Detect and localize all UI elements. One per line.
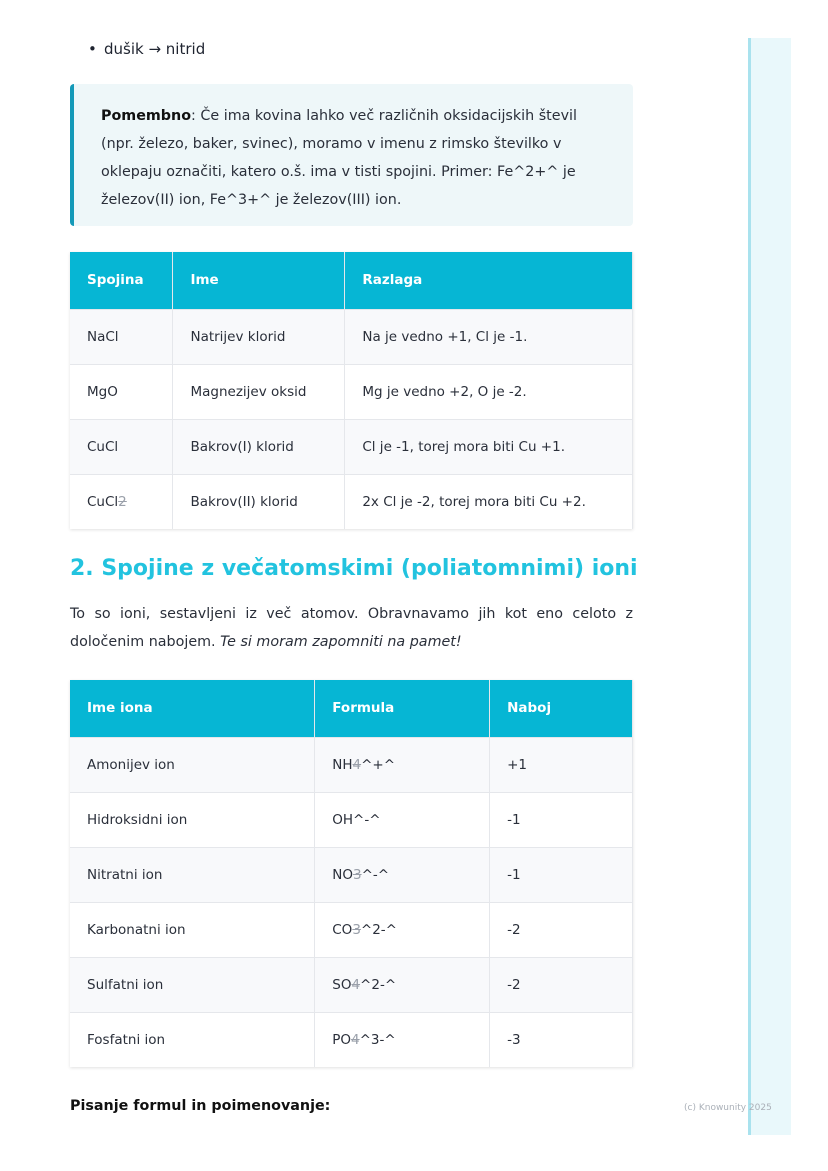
table-cell: -1 (489, 791, 633, 847)
table-cell: -2 (489, 901, 633, 957)
copyright: (c) Knowunity 2025 (684, 1103, 772, 1113)
note-label: Pomembno (101, 108, 192, 124)
para-text: To so ioni, sestavljeni iz več atomov. O… (70, 606, 633, 650)
table-row: CuCl Bakrov(I) klorid Cl je -1, torej mora… (70, 418, 633, 474)
subscript: 4 (351, 976, 361, 993)
table-cell: -3 (489, 1011, 633, 1067)
table-row: Karbonatni ion CO3^2-^ -2 (70, 901, 633, 957)
table-row: Sulfatni ion SO4^2-^ -2 (70, 956, 633, 1012)
table-cell: OH^-^ (314, 791, 491, 847)
ions-table: Ime iona Formula Naboj Amonijev ion NH4^+^ +1… (70, 680, 633, 1067)
table-cell: Hidroksidni ion (70, 791, 316, 847)
table-cell: NH4^+^ (314, 736, 491, 792)
note-text: : Če ima kovina lahko več različnih oksi… (101, 108, 577, 208)
table-cell: -2 (489, 956, 633, 1012)
table-row: MgO Magnezijev oksid Mg je vedno +2, O je … (70, 363, 633, 419)
column-header: Ime (172, 252, 346, 309)
page-side-band (748, 38, 791, 1135)
table-cell: Bakrov(II) klorid (172, 473, 346, 529)
intro-paragraph: To so ioni, sestavljeni iz več atomov. O… (70, 600, 633, 656)
table-cell: CuCl2 (70, 473, 174, 529)
table-cell: MgO (70, 363, 174, 419)
subscript: 4 (351, 1031, 360, 1048)
table-row: Amonijev ion NH4^+^ +1 (70, 736, 633, 792)
table-cell: Karbonatni ion (70, 901, 316, 957)
table-cell: Nitratni ion (70, 846, 316, 902)
table-row: Fosfatni ion PO4^3-^ -3 (70, 1011, 633, 1067)
column-header: Naboj (489, 680, 633, 737)
column-header: Formula (314, 680, 491, 737)
table-cell: SO4^2-^ (314, 956, 491, 1012)
table-cell: CuCl (70, 418, 174, 474)
subscript: 4 (352, 756, 362, 773)
list-item: dušik → nitrid (88, 40, 205, 58)
subheading: Pisanje formul in poimenovanje: (70, 1098, 331, 1114)
table-cell: Na je vedno +1, Cl je -1. (344, 308, 633, 364)
section-heading: 2. Spojine z večatomskimi (poliatomnimi)… (70, 556, 638, 581)
subscript: 3 (352, 866, 362, 883)
para-italic: Te si moram zapomniti na pamet! (220, 634, 462, 650)
table-cell: NO3^-^ (314, 846, 491, 902)
table-cell: Mg je vedno +2, O je -2. (344, 363, 633, 419)
table-cell: Bakrov(I) klorid (172, 418, 346, 474)
table-row: CuCl2 Bakrov(II) klorid 2x Cl je -2, torej… (70, 473, 633, 529)
table-cell: Cl je -1, torej mora biti Cu +1. (344, 418, 633, 474)
important-note: Pomembno: Če ima kovina lahko več različ… (70, 84, 633, 226)
table-cell: -1 (489, 846, 633, 902)
table-header-row: Spojina Ime Razlaga (70, 252, 633, 309)
subscript: 2 (118, 493, 127, 510)
table-cell: Fosfatni ion (70, 1011, 316, 1067)
subscript: 3 (352, 921, 361, 938)
table-header-row: Ime iona Formula Naboj (70, 680, 633, 737)
table-row: Hidroksidni ion OH^-^ -1 (70, 791, 633, 847)
column-header: Spojina (70, 252, 174, 309)
table-row: Nitratni ion NO3^-^ -1 (70, 846, 633, 902)
column-header: Razlaga (344, 252, 633, 309)
table-cell: Amonijev ion (70, 736, 316, 792)
table-cell: Sulfatni ion (70, 956, 316, 1012)
table-cell: Magnezijev oksid (172, 363, 346, 419)
table-cell: 2x Cl je -2, torej mora biti Cu +2. (344, 473, 633, 529)
table-cell: PO4^3-^ (314, 1011, 491, 1067)
table-row: NaCl Natrijev klorid Na je vedno +1, Cl je… (70, 308, 633, 364)
table-cell: CO3^2-^ (314, 901, 491, 957)
table-cell: +1 (489, 736, 633, 792)
table-cell: NaCl (70, 308, 174, 364)
table-cell: Natrijev klorid (172, 308, 346, 364)
column-header: Ime iona (70, 680, 316, 737)
compounds-table: Spojina Ime Razlaga NaCl Natrijev klorid Na j… (70, 252, 633, 529)
